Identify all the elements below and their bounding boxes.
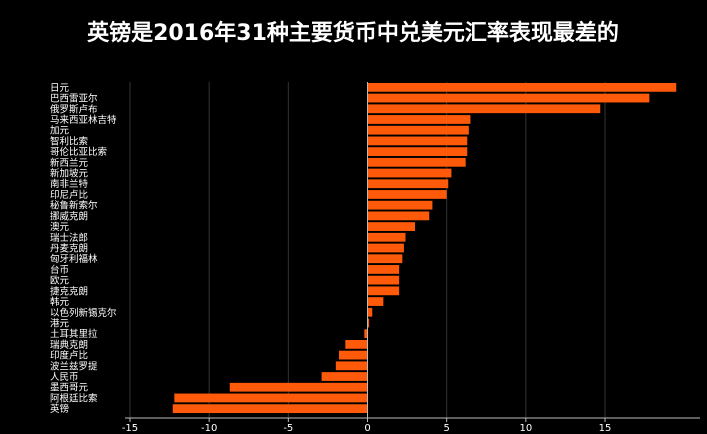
bar	[367, 104, 601, 114]
category-label: 瑞典克朗	[50, 339, 88, 351]
bar	[321, 372, 368, 381]
category-label: 加元	[50, 126, 70, 137]
bar	[172, 404, 368, 414]
chart-title: 英镑是2016年31种主要货币中兑美元汇率表现最差的	[87, 20, 619, 46]
bar	[367, 318, 370, 328]
category-label: 匈牙利福林	[50, 253, 98, 265]
bar	[367, 200, 433, 210]
bar	[367, 232, 406, 242]
category-label: 土耳其里拉	[50, 328, 98, 340]
bar	[335, 361, 368, 371]
category-label: 阿根廷比索	[50, 392, 98, 404]
x-tick-label: 0	[364, 423, 370, 434]
bar	[345, 339, 368, 349]
bar	[367, 254, 403, 264]
category-label: 印尼卢比	[50, 189, 88, 201]
category-label: 港元	[50, 317, 70, 329]
category-label: 波兰兹罗提	[50, 360, 98, 372]
category-label: 瑞士法郎	[50, 232, 88, 244]
bar	[367, 265, 400, 274]
category-label: 南非兰特	[50, 178, 89, 190]
category-label: 英镑	[50, 403, 69, 415]
bar	[229, 382, 368, 392]
category-label: 俄罗斯卢布	[50, 103, 98, 115]
category-label: 澳元	[50, 221, 70, 233]
bar	[174, 393, 368, 403]
category-label: 印度卢比	[50, 350, 88, 362]
x-tick-label: 10	[519, 423, 532, 434]
category-label: 挪威克朗	[50, 210, 88, 222]
category-label: 丹麦克朗	[50, 243, 88, 255]
category-label: 台币	[50, 264, 69, 276]
bar	[364, 329, 368, 339]
category-label: 马来西亚林吉特	[50, 114, 117, 126]
bar	[367, 93, 650, 103]
category-label: 新西兰元	[50, 157, 89, 169]
category-label: 哥伦比亚比索	[50, 146, 107, 158]
x-tick-label: 5	[443, 423, 449, 434]
category-label: 巴西雷亚尔	[50, 93, 98, 105]
x-axis: -15 -10 -5 0 5 10 15	[122, 417, 700, 434]
category-labels: 日元巴西雷亚尔俄罗斯卢布马来西亚林吉特加元智利比索哥伦比亚比索新西兰元新加坡元南…	[50, 83, 117, 415]
category-label: 墨西哥元	[50, 383, 89, 394]
x-tick-label: -10	[201, 423, 217, 434]
x-tick-label: 15	[599, 423, 612, 434]
category-label: 捷克克朗	[50, 285, 88, 297]
bar	[367, 157, 466, 167]
bar	[367, 243, 404, 253]
bar	[367, 125, 469, 135]
bar	[367, 307, 373, 317]
bar	[367, 168, 452, 178]
x-tick-label: -5	[283, 423, 293, 434]
category-label: 韩元	[50, 296, 70, 308]
bar	[367, 190, 447, 199]
bar	[367, 222, 415, 231]
bar	[367, 275, 400, 285]
bar	[339, 350, 368, 360]
category-label: 欧元	[50, 275, 70, 287]
bar	[367, 147, 468, 157]
category-label: 人民币	[50, 372, 79, 383]
category-label: 以色列新锡克尔	[50, 307, 117, 319]
category-label: 日元	[50, 83, 70, 94]
category-label: 秘鲁新索尔	[50, 200, 98, 212]
bar	[367, 297, 384, 306]
category-label: 新加坡元	[50, 168, 89, 180]
bar	[367, 211, 430, 221]
category-label: 智利比索	[50, 135, 88, 147]
bar	[367, 179, 449, 189]
x-tick-label: -15	[122, 423, 138, 434]
bar	[367, 286, 400, 296]
bar	[367, 82, 677, 92]
bars	[172, 82, 677, 418]
bar	[367, 136, 468, 146]
bar	[367, 115, 471, 124]
